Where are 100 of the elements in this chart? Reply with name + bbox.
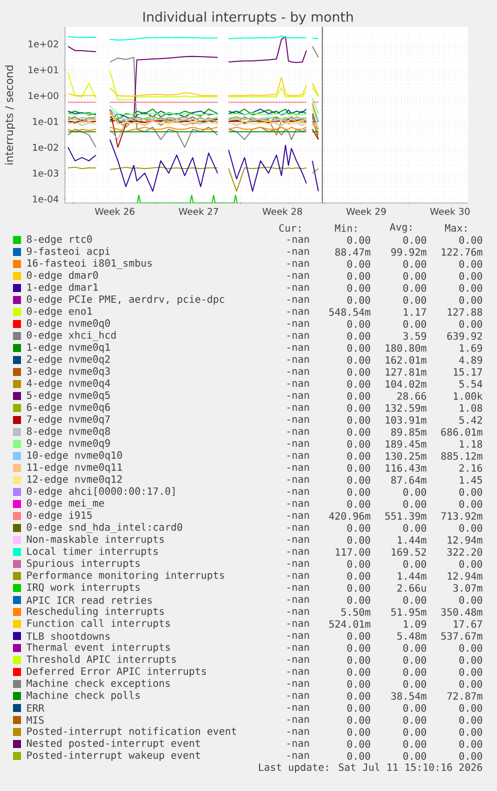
text: -nan [287,525,309,531]
text: 1.69 [460,344,482,352]
text: 0.00 [347,668,370,676]
text: 537.67m [441,632,482,640]
text: 0.00 [347,284,370,292]
text: 117.00 [336,548,370,556]
text: 0.00 [459,644,482,652]
text: 0.00 [403,236,426,244]
text: 713.92m [441,512,482,520]
x-tick-label: Week 29 [346,208,386,215]
text: 885.12m [441,452,482,460]
text: 0.00 [459,680,482,688]
legend-label: Function call interrupts [27,619,170,629]
text: 0.00 [347,740,370,748]
legend-label: 0-edge i915 [26,511,92,521]
text: -nan [287,669,309,675]
legend-label: 0-edge xhci_hcd [26,331,116,341]
legend-label: Machine check exceptions [26,679,170,689]
text: 104.02m [386,380,426,388]
legend-label: Spurious interrupts [26,559,140,569]
text: 0.00 [403,680,426,688]
y-tick-label: 1e+01 [28,66,58,74]
legend-label: APIC ICR read retries [26,596,152,604]
y-axis-title: interrupts / second [4,66,16,164]
x-tick-label: Week 30 [430,208,470,215]
legend-label: Rescheduling interrupts [26,607,164,617]
chart-title: Individual interrupts - by month [143,12,353,24]
text: 0.00 [403,644,426,652]
text: 0.00 [347,596,370,604]
x-tick-label: Week 28 [262,208,302,215]
text: 180.80m [386,344,426,352]
text: 88.47m [335,248,370,256]
text: 0.00 [459,752,482,760]
text: -nan [287,489,309,495]
text: 322.20 [447,548,482,556]
legend-label: 9-edge nvme0q9 [26,439,110,449]
text: 5.50m [341,608,370,616]
legend-label: 0-edge nvme0q0 [26,319,110,329]
legend-label: Machine check polls [26,691,140,701]
text: 0.00 [347,728,370,736]
text: 51.95m [391,608,426,616]
text: 89.85m [391,428,426,436]
text: 0.00 [459,668,482,676]
text: -nan [287,441,309,447]
text: 0.00 [403,668,426,676]
text: -nan [287,333,309,339]
text: -nan [287,645,309,651]
text: -nan [287,453,309,459]
text: 0.00 [347,680,370,688]
text: 0.00 [347,656,370,664]
legend-label: 11-edge nvme0q11 [27,463,122,473]
text: 0.00 [403,260,426,268]
y-tick-label: 1e+02 [28,40,58,48]
legend-label: 4-edge nvme0q4 [26,379,110,389]
text: 0.00 [347,476,370,484]
text: 0.00 [347,320,370,328]
text: 0.00 [403,728,426,736]
text: 0.00 [347,488,370,496]
text: Max: [445,224,466,232]
text: -nan [287,597,309,603]
text: -nan [287,753,309,759]
text: -nan [287,429,309,435]
text: 116.43m [386,464,426,472]
text: -nan [287,405,309,411]
text: -nan [287,633,309,639]
text: 99.92m [391,248,426,256]
text: 0.00 [403,488,426,496]
text: 17.67 [454,620,482,628]
text: 0.00 [459,488,482,496]
legend-label: MIS [26,716,44,724]
text: -nan [287,513,309,519]
legend-label: 6-edge nvme0q6 [26,403,110,413]
text: 0.00 [347,752,370,760]
text: 5.48m [397,632,426,640]
text: 0.00 [347,644,370,652]
text: 0.00 [347,440,370,448]
text: 551.39m [385,512,426,520]
text: -nan [287,549,309,555]
text: 639.92 [447,332,482,340]
text: 0.00 [459,656,482,664]
text: 0.00 [459,296,482,304]
y-tick-label: 1e-04 [33,195,58,203]
legend-label: Deferred Error APIC interrupts [26,667,206,677]
text: 0.00 [403,500,426,508]
text: 0.00 [459,728,482,736]
text: -nan [287,465,309,471]
text: 72.87m [447,692,482,700]
text: 87.64m [391,476,426,484]
text: 0.00 [459,500,482,508]
text: 169.52 [392,548,426,556]
text: 0.00 [347,296,370,304]
text: -nan [287,717,309,723]
text: 0.00 [459,740,482,748]
text: 0.00 [459,260,482,268]
text: 0.00 [347,572,370,580]
text: 0.00 [347,260,370,268]
text: -nan [287,693,309,699]
legend-label: ERR [27,704,44,712]
text: 0.00 [403,752,426,760]
text: 0.00 [347,272,370,280]
